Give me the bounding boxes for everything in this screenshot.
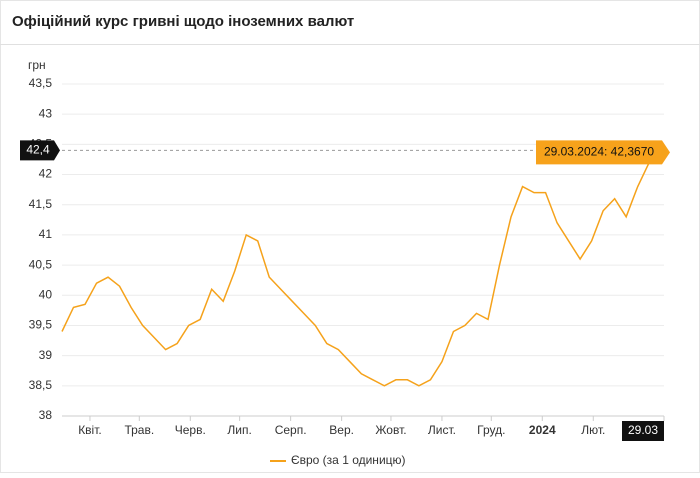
x-tick-label: 2024: [529, 423, 556, 437]
marker-box: [20, 140, 60, 161]
x-tick-label: Серп.: [275, 423, 307, 437]
x-tick-label: Черв.: [175, 423, 206, 437]
y-tick-label: 41: [39, 227, 53, 241]
x-tick-label: 29.03: [628, 423, 658, 437]
y-tick-label: 38: [39, 408, 53, 422]
x-tick-label: Трав.: [124, 423, 154, 437]
y-tick-label: 40: [39, 287, 53, 301]
y-tick-label: 43,5: [29, 76, 53, 90]
x-tick-label: Вер.: [329, 423, 354, 437]
tooltip-text: 29.03.2024: 42,3670: [544, 145, 654, 159]
x-marker-box: [622, 421, 664, 441]
marker-label: 42,4: [26, 143, 50, 157]
y-axis-label: грн: [28, 58, 46, 72]
legend-label: Євро (за 1 одиницю): [291, 453, 406, 467]
x-tick-label: Груд.: [477, 423, 505, 437]
y-tick-label: 39: [39, 348, 53, 362]
x-tick-label: Лип.: [227, 423, 251, 437]
x-tick-label: Квіт.: [78, 423, 102, 437]
x-tick-label: Лют.: [581, 423, 605, 437]
x-tick-label: Жовт.: [375, 423, 406, 437]
y-tick-label: 42: [39, 167, 53, 181]
chart-title: Офіційний курс гривні щодо іноземних вал…: [12, 13, 354, 30]
y-tick-label: 43: [39, 106, 53, 120]
last-point: [661, 149, 667, 156]
y-tick-label: 41,5: [29, 197, 53, 211]
tooltip-box: [536, 140, 670, 165]
y-tick-label: 40,5: [29, 257, 53, 271]
y-tick-label: 38,5: [29, 378, 53, 392]
x-tick-label: Лист.: [428, 423, 456, 437]
line: [61, 149, 665, 387]
y-tick-label: 39,5: [29, 318, 53, 332]
